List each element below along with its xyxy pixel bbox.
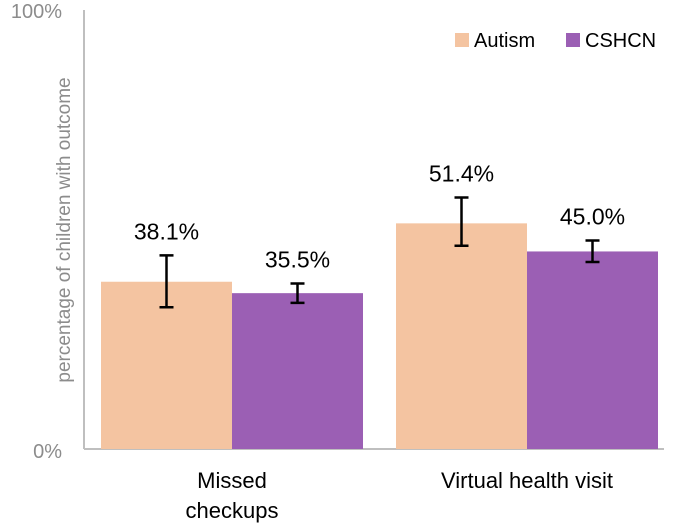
error-bar-cshcn-missed-checkups [290,282,305,305]
legend-swatch-autism [455,33,469,47]
bars [101,223,658,449]
legend-swatch-cshcn [566,33,580,47]
data-label-cshcn-virtual-health-visit: 45.0% [560,203,625,229]
data-label-autism-virtual-health-visit: 51.4% [429,160,494,186]
bar-autism-missed-checkups [101,281,232,449]
x-tick-label-virtual-health-visit: Virtual health visit [441,468,613,493]
legend: Autism CSHCN [455,30,656,52]
bar-cshcn-virtual-health-visit [527,251,658,449]
y-tick-label-min: 0% [33,441,62,463]
x-tick-label-missed-checkups-line-1: Missed [197,468,267,493]
category-labels: Missed checkups Virtual health visit [186,468,613,523]
data-label-cshcn-missed-checkups: 35.5% [265,246,330,272]
error-bar-autism-virtual-health-visit [454,196,469,247]
error-bar-cshcn-virtual-health-visit [585,239,600,264]
legend-label-cshcn: CSHCN [585,30,656,52]
error-bar-autism-missed-checkups [159,254,174,309]
legend-label-autism: Autism [474,30,535,52]
error-bars [159,196,600,309]
data-labels: 38.1% 35.5% 51.4% 45.0% [134,160,625,272]
bar-autism-virtual-health-visit [396,223,527,449]
y-tick-label-max: 100% [11,1,62,23]
data-label-autism-missed-checkups: 38.1% [134,218,199,244]
x-tick-label-missed-checkups-line-2: checkups [186,498,279,523]
y-axis-title: percentage of children with outcome [54,77,75,382]
bar-cshcn-missed-checkups [232,293,363,449]
